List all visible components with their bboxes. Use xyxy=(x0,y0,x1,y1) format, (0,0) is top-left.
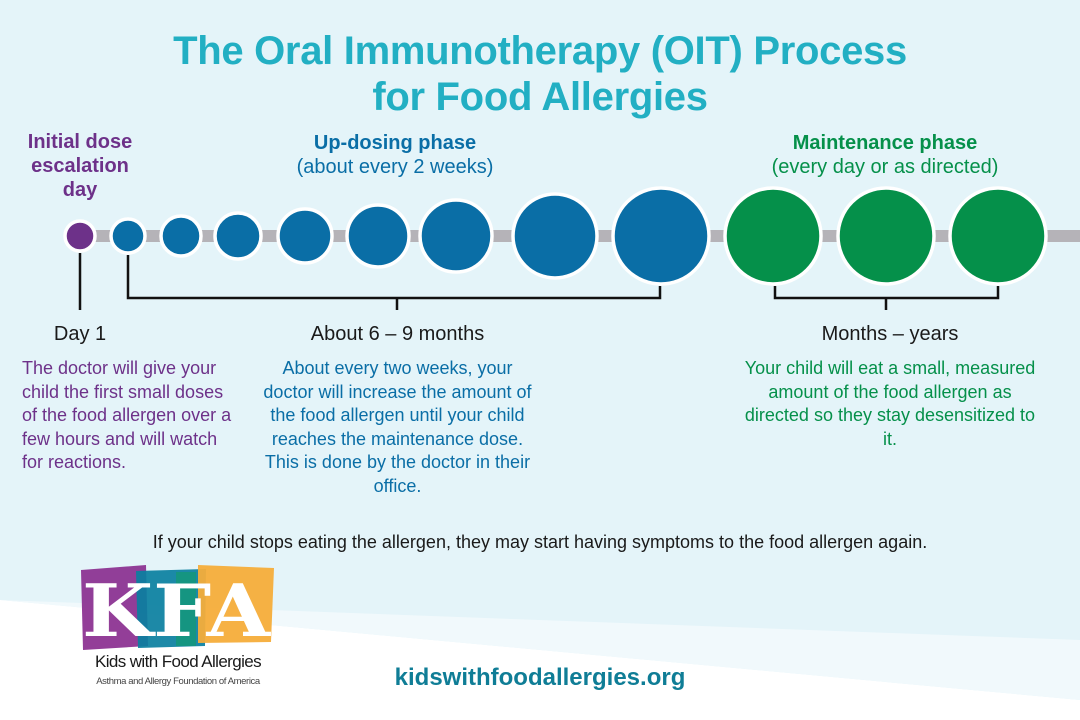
maintenance-phase-heading: Maintenance phase (every day or as direc… xyxy=(700,131,1070,179)
updosing-phase-heading: Up-dosing phase (about every 2 weeks) xyxy=(250,131,540,179)
warning-note: If your child stops eating the allergen,… xyxy=(152,532,928,552)
dose-circle-updosing-6 xyxy=(418,198,494,274)
kfa-logo: KFA Kids with Food Allergies Asthma and … xyxy=(78,562,278,692)
bracket-updosing xyxy=(126,255,662,310)
dose-circle-updosing-3 xyxy=(213,211,263,261)
maintenance-heading: Maintenance phase xyxy=(792,132,978,154)
initial-heading-line-2: escalation xyxy=(31,155,129,177)
maintenance-subheading: (every day or as directed) xyxy=(771,156,999,178)
title-line-2: for Food Allergies xyxy=(372,75,708,119)
svg-text:KFA: KFA xyxy=(82,568,271,653)
dose-circle-initial xyxy=(63,219,97,253)
initial-heading-line-1: Initial dose xyxy=(27,131,133,153)
logo-tagline: Asthma and Allergy Foundation of America xyxy=(96,676,260,687)
dose-circle-updosing-5 xyxy=(345,203,411,269)
duration-day1: Day 1 xyxy=(53,323,107,345)
title-line-1: The Oral Immunotherapy (OIT) Process xyxy=(173,29,907,73)
website-link[interactable]: kidswithfoodallergies.org xyxy=(394,664,686,691)
dose-circle-updosing-4 xyxy=(276,207,334,265)
duration-maintenance: Months – years xyxy=(821,323,959,345)
dose-circle-updosing-7 xyxy=(511,192,599,280)
updosing-heading: Up-dosing phase xyxy=(313,132,477,154)
initial-heading-line-3: day xyxy=(62,179,98,201)
page-title: The Oral Immunotherapy (OIT) Process for… xyxy=(0,28,1080,120)
bracket-maintenance xyxy=(773,286,1000,310)
initial-phase-heading: Initial dose escalation day xyxy=(10,130,150,202)
duration-updosing: About 6 – 9 months xyxy=(310,323,485,345)
dose-circle-updosing-2 xyxy=(159,214,203,258)
dose-timeline xyxy=(63,186,1080,310)
description-maintenance: Your child will eat a small, measured am… xyxy=(744,358,1036,449)
logo-name: Kids with Food Allergies xyxy=(94,652,262,671)
dose-circle-maintenance-3 xyxy=(948,186,1048,286)
dose-circle-maintenance-1 xyxy=(723,186,823,286)
dose-circle-updosing-1 xyxy=(109,217,147,255)
description-updosing: About every two weeks, your doctor will … xyxy=(263,358,532,496)
dose-circle-updosing-8 xyxy=(611,186,711,286)
dose-circle-maintenance-2 xyxy=(836,186,936,286)
updosing-subheading: (about every 2 weeks) xyxy=(296,156,494,178)
description-initial: The doctor will give your child the firs… xyxy=(22,358,232,472)
kfa-logo-mark: KFA xyxy=(81,565,274,653)
